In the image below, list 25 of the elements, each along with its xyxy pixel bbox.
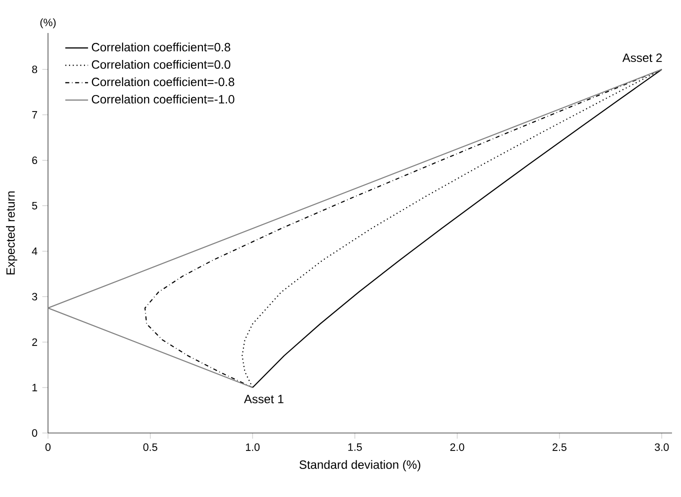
legend-label: Correlation coefficient=-0.8 bbox=[92, 77, 234, 86]
y-axis-title: Expected return bbox=[6, 191, 18, 274]
x-tick-label: 0.5 bbox=[143, 443, 158, 451]
x-axis-title: Standard deviation (%) bbox=[300, 460, 420, 472]
legend-label: Correlation coefficient=-1.0 bbox=[92, 94, 234, 104]
annotation: Asset 1 bbox=[244, 394, 284, 404]
y-tick-label: 1 bbox=[32, 384, 38, 392]
x-tick-label: 1.5 bbox=[348, 443, 362, 451]
x-tick-label: 1.0 bbox=[246, 443, 260, 451]
text: (%) bbox=[40, 18, 56, 28]
y-tick-label: 0 bbox=[32, 429, 38, 437]
x-tick-label: 3.0 bbox=[654, 443, 669, 451]
y-tick-label: 7 bbox=[32, 111, 38, 118]
x-tick-label: 2.0 bbox=[450, 443, 464, 451]
legend-label: Correlation coefficient=0.8 bbox=[92, 42, 230, 52]
x-tick-label: 0 bbox=[45, 443, 51, 451]
y-tick-label: 8 bbox=[32, 66, 38, 74]
y-tick-label: 2 bbox=[32, 338, 38, 346]
y-tick-label: 6 bbox=[32, 156, 38, 164]
y-tick-label: 5 bbox=[32, 202, 38, 210]
y-tick-label: 3 bbox=[32, 292, 38, 300]
y-tick-label: 4 bbox=[32, 248, 38, 255]
legend-label: Correlation coefficient=0.0 bbox=[92, 60, 230, 69]
annotation: Asset 2 bbox=[622, 53, 662, 62]
x-tick-label: 2.5 bbox=[552, 443, 566, 451]
